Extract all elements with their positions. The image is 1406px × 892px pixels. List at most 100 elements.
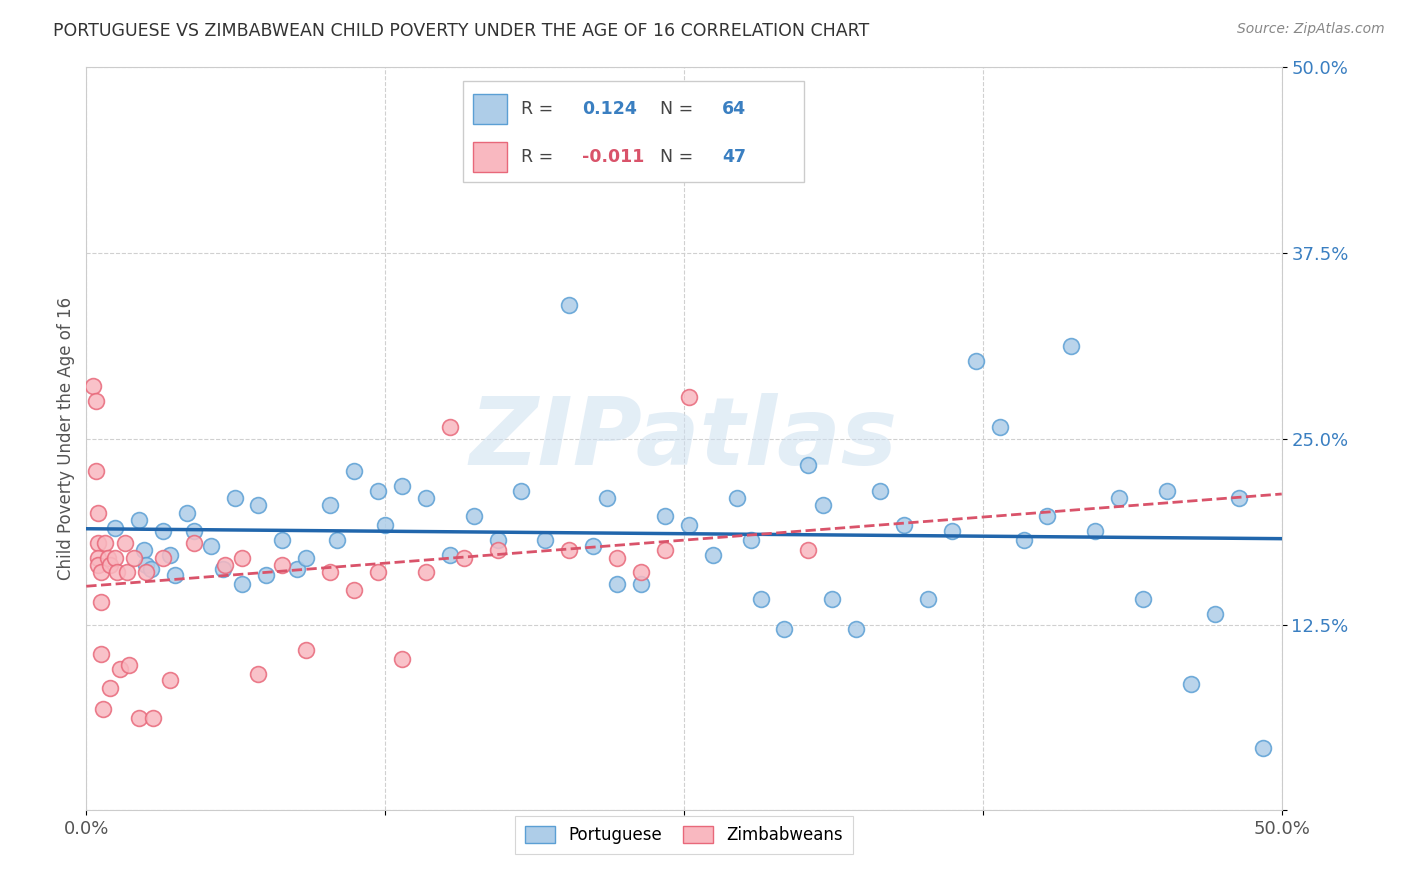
Point: [90, 647, 112, 661]
Point: [1156, 483, 1178, 498]
Point: [200, 539, 222, 553]
Point: [211, 562, 233, 576]
Point: [1204, 607, 1226, 621]
Point: [596, 491, 619, 505]
Point: [988, 419, 1011, 434]
Text: Source: ZipAtlas.com: Source: ZipAtlas.com: [1237, 22, 1385, 37]
Point: [214, 558, 236, 572]
Point: [1227, 491, 1250, 505]
Point: [415, 566, 437, 580]
Point: [374, 517, 396, 532]
Point: [139, 562, 162, 576]
Point: [486, 533, 509, 547]
Point: [152, 524, 174, 538]
Point: [224, 491, 246, 505]
Point: [740, 533, 762, 547]
Point: [343, 583, 366, 598]
Point: [319, 499, 342, 513]
Point: [104, 550, 127, 565]
Point: [285, 562, 308, 576]
Point: [319, 566, 342, 580]
Point: [558, 543, 581, 558]
Point: [1132, 592, 1154, 607]
Point: [105, 566, 128, 580]
Point: [821, 592, 844, 607]
Point: [108, 662, 131, 676]
Point: [439, 548, 461, 562]
Point: [122, 550, 145, 565]
Point: [391, 651, 413, 665]
Y-axis label: Child Poverty Under the Age of 16: Child Poverty Under the Age of 16: [58, 297, 75, 580]
Point: [91, 702, 114, 716]
Point: [128, 513, 150, 527]
Point: [439, 419, 461, 434]
Point: [114, 535, 136, 549]
Point: [295, 642, 318, 657]
Point: [152, 550, 174, 565]
Point: [98, 558, 121, 572]
Point: [254, 568, 277, 582]
Point: [247, 499, 270, 513]
Point: [90, 595, 112, 609]
Point: [231, 577, 253, 591]
Point: [965, 354, 987, 368]
Point: [84, 464, 107, 478]
Point: [845, 622, 868, 636]
Point: [1084, 524, 1107, 538]
Point: [128, 711, 150, 725]
Point: [94, 535, 117, 549]
Point: [159, 548, 181, 562]
Point: [1060, 339, 1083, 353]
Point: [582, 539, 605, 553]
Point: [453, 550, 475, 565]
Point: [142, 711, 165, 725]
Point: [87, 506, 110, 520]
Point: [98, 681, 121, 696]
Point: [183, 535, 205, 549]
Point: [1012, 533, 1035, 547]
Point: [132, 543, 155, 558]
Point: [271, 558, 294, 572]
Point: [654, 508, 676, 523]
Point: [534, 533, 557, 547]
Point: [797, 458, 820, 473]
Point: [415, 491, 437, 505]
Point: [367, 566, 389, 580]
Point: [1180, 677, 1202, 691]
Point: [463, 508, 485, 523]
Point: [84, 394, 107, 409]
Point: [118, 657, 141, 672]
Point: [941, 524, 963, 538]
Point: [1251, 741, 1274, 756]
Point: [773, 622, 796, 636]
Text: PORTUGUESE VS ZIMBABWEAN CHILD POVERTY UNDER THE AGE OF 16 CORRELATION CHART: PORTUGUESE VS ZIMBABWEAN CHILD POVERTY U…: [53, 22, 870, 40]
Point: [326, 533, 349, 547]
Point: [97, 550, 120, 565]
Point: [630, 577, 652, 591]
Legend: Portuguese, Zimbabweans: Portuguese, Zimbabweans: [516, 816, 852, 855]
Point: [811, 499, 834, 513]
Point: [678, 390, 700, 404]
Point: [115, 566, 138, 580]
Point: [135, 566, 157, 580]
Point: [87, 535, 110, 549]
Point: [231, 550, 253, 565]
Point: [247, 666, 270, 681]
Point: [869, 483, 891, 498]
Text: ZIPatlas: ZIPatlas: [470, 392, 898, 484]
Point: [630, 566, 652, 580]
Point: [391, 479, 413, 493]
Point: [295, 550, 318, 565]
Point: [159, 673, 181, 687]
Point: [749, 592, 772, 607]
Point: [183, 524, 205, 538]
Point: [90, 566, 112, 580]
Point: [678, 517, 700, 532]
Point: [87, 550, 110, 565]
Point: [917, 592, 939, 607]
Point: [1108, 491, 1130, 505]
Point: [343, 464, 366, 478]
Point: [176, 506, 198, 520]
Point: [367, 483, 389, 498]
Point: [606, 550, 628, 565]
